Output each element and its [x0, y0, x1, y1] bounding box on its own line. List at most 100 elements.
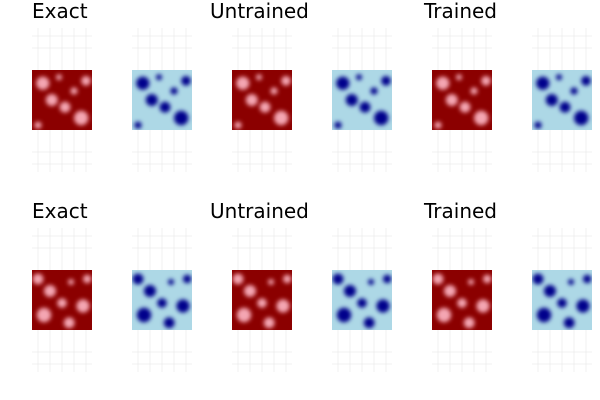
heatmap-spot [532, 273, 544, 285]
heatmap-spot [157, 298, 167, 308]
heatmap-spot [45, 94, 58, 106]
heatmap-spots [434, 74, 491, 129]
heatmap-spot [136, 307, 152, 323]
heatmap-spots [34, 74, 91, 129]
heatmap-spots [232, 273, 292, 329]
panel-title-trained-row1: Trained [423, 0, 497, 23]
heatmap-spot [357, 298, 367, 308]
v-field-heatmap-r1-c4 [332, 28, 392, 172]
panel-title-exact-row1: Exact [32, 0, 88, 23]
heatmap-spot [581, 76, 591, 86]
heatmap-spot [432, 273, 444, 285]
heatmap-spot [568, 279, 574, 285]
u-field-heatmap-r2-c1 [32, 228, 92, 372]
heatmap-spots [134, 74, 191, 129]
heatmap-spot [383, 274, 392, 284]
heatmap-spot [236, 307, 252, 323]
heatmap-spot [68, 279, 74, 285]
heatmap-spot [381, 76, 391, 86]
heatmap-spot [363, 317, 375, 329]
heatmap-spots [534, 74, 591, 129]
heatmap-spot [76, 299, 90, 313]
heatmap-spot [57, 298, 67, 308]
heatmap-spot [70, 87, 78, 95]
heatmap-spot [444, 285, 456, 297]
heatmap-spot [81, 76, 91, 86]
heatmap-spot [359, 101, 371, 113]
heatmap-spot [270, 87, 278, 95]
heatmap-spot [170, 87, 178, 95]
heatmap-spots [432, 273, 492, 329]
heatmap-spot [457, 298, 467, 308]
heatmap-spot [544, 285, 556, 297]
panel-title-untrained-row1: Untrained [210, 0, 309, 23]
heatmap-spot [32, 273, 44, 285]
heatmap-spot [332, 273, 344, 285]
heatmap-spot [281, 76, 291, 86]
heatmap-spot [536, 76, 550, 90]
heatmap-spot [274, 110, 289, 126]
heatmap-spot [445, 94, 458, 106]
heatmap-spot [145, 94, 158, 106]
heatmap-spot [59, 101, 71, 113]
v-field-heatmap-r2-c6 [532, 228, 592, 372]
u-field-heatmap-r1-c3 [232, 28, 292, 172]
heatmap-spot [257, 298, 267, 308]
heatmap-spot [132, 273, 144, 285]
heatmap-spot [481, 76, 491, 86]
panel-title-exact-row2: Exact [32, 199, 88, 223]
heatmap-spot [376, 299, 390, 313]
heatmap-spots [132, 273, 192, 329]
v-field-heatmap-r1-c2 [132, 28, 192, 172]
heatmap-spot [245, 94, 258, 106]
heatmap-spots [234, 74, 291, 129]
heatmap-spot [163, 317, 175, 329]
heatmap-spot [356, 74, 362, 81]
heatmap-spot [557, 298, 567, 308]
heatmap-spot [336, 307, 352, 323]
heatmap-spot [436, 307, 452, 323]
u-field-heatmap-r2-c3 [232, 228, 292, 372]
heatmap-spot [183, 274, 192, 284]
heatmap-spot [136, 76, 150, 90]
heatmap-spot [345, 94, 358, 106]
heatmap-spot [336, 76, 350, 90]
u-field-heatmap-r1-c1 [32, 28, 92, 172]
u-field-heatmap-r1-c5 [432, 28, 492, 172]
heatmap-spot [556, 74, 562, 81]
heatmap-spot [434, 121, 442, 129]
heatmap-spot [463, 317, 475, 329]
heatmap-spot [44, 285, 56, 297]
heatmap-spot [476, 299, 490, 313]
heatmap-spot [583, 274, 592, 284]
v-field-heatmap-r2-c4 [332, 228, 392, 372]
panel-title-trained-row2: Trained [423, 199, 497, 223]
heatmap-spot [576, 299, 590, 313]
heatmap-spot [174, 110, 189, 126]
heatmap-spot [63, 317, 75, 329]
heatmap-spot [56, 74, 62, 81]
heatmap-spot [36, 307, 52, 323]
heatmap-spot [374, 110, 389, 126]
heatmap-spot [268, 279, 274, 285]
heatmap-spot [574, 110, 589, 126]
heatmap-spot [459, 101, 471, 113]
heatmap-spot [156, 74, 162, 81]
heatmap-spot [545, 94, 558, 106]
heatmap-spots [332, 273, 392, 329]
heatmap-spot [563, 317, 575, 329]
heatmap-spot [259, 101, 271, 113]
heatmap-spot [483, 274, 492, 284]
subplot-grid [332, 28, 392, 172]
heatmap-spot [436, 76, 450, 90]
heatmap-spot [256, 74, 262, 81]
heatmap-spot [570, 87, 578, 95]
v-field-heatmap-r2-c2 [132, 228, 192, 372]
heatmap-spot [232, 273, 244, 285]
panel-title-untrained-row2: Untrained [210, 199, 309, 223]
heatmap-spot [244, 285, 256, 297]
heatmap-spot [263, 317, 275, 329]
heatmap-spot [536, 307, 552, 323]
subplot-grid [532, 228, 592, 372]
